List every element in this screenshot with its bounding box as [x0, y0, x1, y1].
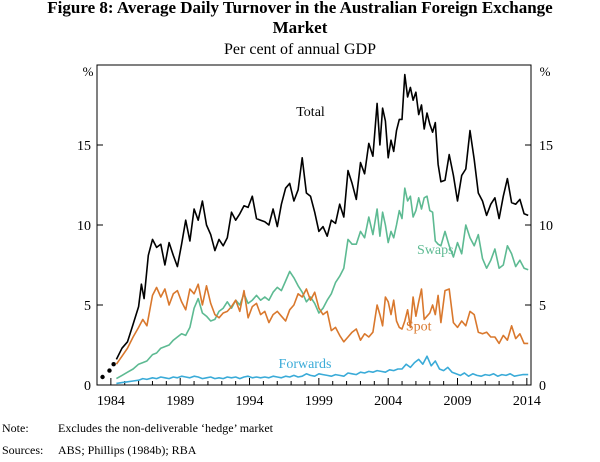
x-tick-label: 1999 — [305, 394, 333, 409]
series-line-total — [115, 73, 529, 360]
y-tick-label-left: 0 — [84, 379, 91, 394]
series-label-forwards: Forwards — [279, 357, 332, 372]
x-tick-label: 2004 — [374, 394, 402, 409]
x-tick-label: 1984 — [97, 394, 125, 409]
figure-title-line1: Figure 8: Average Daily Turnover in the … — [47, 0, 553, 17]
total-point — [111, 362, 116, 367]
chart-subtitle: Per cent of annual GDP — [224, 41, 376, 58]
y-tick-label-left: 15 — [77, 139, 91, 154]
series-label-total: Total — [296, 105, 325, 120]
figure-title-line2: Market — [272, 18, 328, 37]
series-line-forwards — [116, 355, 529, 385]
total-point — [107, 368, 112, 373]
y-tick-label-right: 0 — [539, 379, 546, 394]
series-line-swaps — [116, 187, 529, 380]
x-tick-label: 2009 — [444, 394, 472, 409]
y-tick-label-right: 10 — [539, 219, 553, 234]
note-text: Excludes the non-deliverable ‘hedge’ mar… — [58, 421, 274, 435]
y-tick-label-left: 5 — [84, 299, 91, 314]
series-label-swaps: Swaps — [417, 243, 454, 258]
x-tick-label: 2014 — [513, 394, 541, 409]
x-tick-label: 1989 — [166, 394, 194, 409]
y-tick-label-right: 5 — [539, 299, 546, 314]
note-label: Note: — [2, 421, 29, 435]
series-line-spot — [115, 283, 529, 365]
y-unit-right: % — [540, 64, 551, 79]
sources-label: Sources: — [2, 443, 44, 457]
sources-text: ABS; Phillips (1984b); RBA — [58, 443, 197, 457]
x-tick-label: 1994 — [236, 394, 264, 409]
series-label-spot: Spot — [406, 320, 432, 335]
y-unit-left: % — [83, 64, 94, 79]
y-tick-label-left: 10 — [77, 219, 91, 234]
total-point — [100, 374, 105, 380]
y-tick-label-right: 15 — [539, 139, 553, 154]
